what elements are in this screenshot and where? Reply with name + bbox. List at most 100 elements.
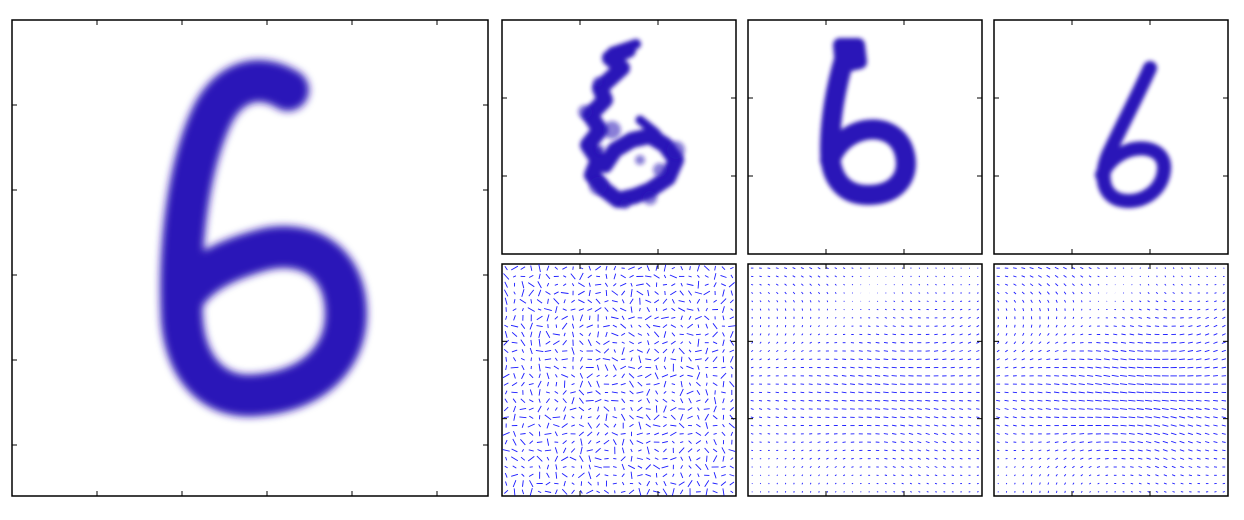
field-arrow	[925, 399, 931, 402]
field-arrow	[722, 339, 725, 347]
field-arrow	[1181, 275, 1183, 278]
field-arrow	[705, 488, 708, 496]
field-arrow	[571, 283, 575, 287]
field-arrow	[1179, 325, 1185, 327]
field-arrow	[784, 457, 787, 460]
field-arrow	[942, 341, 947, 344]
field-arrow	[521, 289, 525, 297]
field-arrow	[588, 332, 591, 337]
field-arrow	[997, 482, 999, 485]
field-arrow	[866, 366, 872, 369]
field-arrow	[697, 365, 700, 370]
field-arrow	[775, 416, 779, 419]
field-arrow	[950, 341, 955, 344]
field-arrow	[1054, 449, 1059, 452]
field-arrow	[563, 480, 566, 487]
field-arrow	[775, 275, 779, 278]
field-arrow	[976, 408, 980, 410]
field-arrow	[917, 441, 922, 444]
field-arrow	[1039, 307, 1041, 312]
field-arrow	[671, 307, 676, 312]
field-arrow	[842, 358, 847, 360]
field-arrow	[597, 406, 600, 412]
field-arrow	[1162, 449, 1168, 452]
field-arrow	[503, 339, 510, 346]
field-arrow	[571, 347, 575, 355]
field-arrow	[729, 316, 735, 320]
field-arrow	[1213, 341, 1218, 344]
field-arrow	[800, 408, 805, 410]
field-arrow	[834, 457, 838, 460]
field-arrow	[1086, 399, 1094, 402]
field-arrow	[866, 383, 872, 385]
field-arrow	[1136, 383, 1144, 385]
field-arrow	[883, 399, 889, 402]
field-arrow	[1029, 366, 1034, 369]
field-arrow	[1205, 449, 1210, 452]
field-arrow	[571, 416, 575, 419]
field-arrow	[1095, 399, 1102, 402]
field-arrow	[996, 399, 1001, 402]
field-arrow	[996, 408, 1001, 410]
field-arrow	[793, 299, 795, 303]
field-arrow	[918, 474, 921, 477]
field-arrow	[816, 399, 822, 402]
field-arrow	[1139, 267, 1141, 269]
field-arrow	[596, 374, 600, 377]
field-arrow	[1162, 416, 1169, 419]
field-arrow	[1030, 449, 1034, 452]
field-arrow	[1197, 267, 1200, 269]
noise-blob	[595, 145, 605, 155]
field-arrow	[645, 473, 652, 477]
field-arrow	[792, 350, 796, 352]
field-arrow	[653, 464, 661, 470]
field-arrow	[604, 282, 608, 287]
field-arrow	[1155, 292, 1159, 294]
field-arrow	[661, 316, 669, 320]
field-arrow	[826, 291, 829, 295]
field-arrow	[1187, 432, 1194, 436]
field-arrow	[884, 308, 887, 311]
field-arrow	[858, 383, 864, 385]
field-arrow	[900, 416, 906, 419]
field-arrow	[908, 408, 914, 410]
field-arrow	[843, 482, 845, 485]
field-arrow	[976, 366, 980, 369]
field-arrow	[849, 383, 855, 385]
field-arrow	[776, 324, 778, 328]
field-arrow	[628, 266, 635, 270]
field-arrow	[696, 389, 701, 395]
field-arrow	[554, 391, 559, 394]
field-arrow	[572, 315, 574, 321]
field-arrow	[661, 465, 669, 469]
field-arrow	[1038, 291, 1042, 295]
field-arrow	[588, 455, 592, 463]
field-arrow	[721, 391, 726, 394]
field-arrow	[1038, 449, 1042, 452]
field-arrow	[688, 440, 692, 444]
field-arrow	[520, 433, 526, 435]
field-arrow	[943, 283, 946, 286]
field-arrow	[1137, 449, 1143, 452]
field-arrow	[809, 283, 812, 286]
field-arrow	[875, 341, 880, 344]
field-arrow	[596, 275, 601, 278]
field-arrow	[1119, 399, 1128, 402]
field-arrow	[1071, 283, 1075, 287]
field-arrow	[587, 308, 593, 311]
field-arrow	[611, 300, 618, 303]
field-arrow	[510, 324, 519, 328]
field-arrow	[1072, 465, 1075, 469]
field-arrow	[775, 283, 779, 286]
field-arrow	[1088, 275, 1092, 278]
field-arrow	[1063, 341, 1067, 344]
field-arrow	[620, 391, 626, 394]
field-arrow	[1071, 449, 1076, 452]
field-arrow	[1021, 275, 1026, 278]
field-arrow	[784, 341, 787, 344]
field-arrow	[1197, 474, 1201, 477]
field-arrow	[611, 290, 619, 296]
field-arrow	[950, 416, 955, 419]
field-arrow	[722, 332, 725, 337]
field-arrow	[545, 481, 551, 486]
